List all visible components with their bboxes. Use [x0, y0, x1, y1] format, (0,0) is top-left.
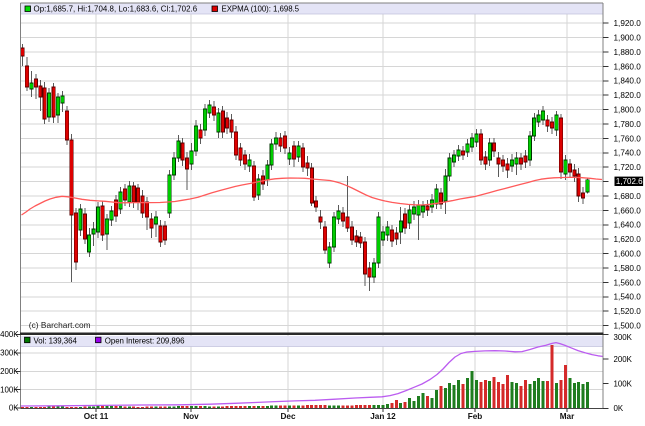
svg-text:1,680.0: 1,680.0 — [614, 192, 642, 201]
svg-text:1,660.0: 1,660.0 — [614, 206, 642, 215]
svg-text:EXPMA (100): 1,698.5: EXPMA (100): 1,698.5 — [222, 5, 300, 14]
svg-text:1,860.0: 1,860.0 — [614, 62, 642, 71]
svg-text:1,820.0: 1,820.0 — [614, 91, 642, 100]
svg-text:0K: 0K — [9, 404, 19, 413]
svg-text:Dec: Dec — [280, 412, 295, 421]
svg-text:1,840.0: 1,840.0 — [614, 77, 642, 86]
svg-text:(c) Barchart.com: (c) Barchart.com — [29, 320, 91, 330]
svg-text:1,640.0: 1,640.0 — [614, 221, 642, 230]
svg-text:1,800.0: 1,800.0 — [614, 106, 642, 115]
svg-text:Op:1,685.7, Hi:1,704.8, Lo:1,6: Op:1,685.7, Hi:1,704.8, Lo:1,683.6, Cl:1… — [34, 5, 198, 14]
svg-text:100K: 100K — [614, 380, 633, 389]
svg-text:1,580.0: 1,580.0 — [614, 264, 642, 273]
svg-text:Mar: Mar — [560, 412, 575, 421]
svg-text:1,900.0: 1,900.0 — [614, 34, 642, 43]
svg-text:1,520.0: 1,520.0 — [614, 307, 642, 316]
svg-text:1,880.0: 1,880.0 — [614, 48, 642, 57]
svg-text:1,560.0: 1,560.0 — [614, 278, 642, 287]
svg-text:1,760.0: 1,760.0 — [614, 134, 642, 143]
svg-text:200K: 200K — [0, 367, 19, 376]
svg-text:1,720.0: 1,720.0 — [614, 163, 642, 172]
svg-text:400K: 400K — [0, 330, 19, 339]
svg-text:1,620.0: 1,620.0 — [614, 235, 642, 244]
svg-text:1,920.0: 1,920.0 — [614, 19, 642, 28]
svg-text:Jan 12: Jan 12 — [370, 412, 396, 421]
svg-text:Feb: Feb — [468, 412, 483, 421]
svg-text:Oct 11: Oct 11 — [84, 412, 109, 421]
svg-text:1,702.6: 1,702.6 — [616, 177, 643, 186]
svg-text:300K: 300K — [0, 349, 19, 358]
svg-text:Open Interest: 209,896: Open Interest: 209,896 — [105, 336, 185, 345]
svg-text:200K: 200K — [614, 355, 633, 364]
svg-text:1,540.0: 1,540.0 — [614, 293, 642, 302]
svg-text:1,740.0: 1,740.0 — [614, 149, 642, 158]
svg-text:1,500.0: 1,500.0 — [614, 322, 642, 331]
svg-text:1,780.0: 1,780.0 — [614, 120, 642, 129]
svg-text:1,600.0: 1,600.0 — [614, 250, 642, 259]
svg-text:Nov: Nov — [183, 412, 199, 421]
svg-text:Vol: 139,364: Vol: 139,364 — [34, 336, 78, 345]
svg-text:100K: 100K — [0, 385, 19, 394]
svg-text:300K: 300K — [614, 333, 633, 342]
svg-text:0K: 0K — [614, 404, 624, 413]
